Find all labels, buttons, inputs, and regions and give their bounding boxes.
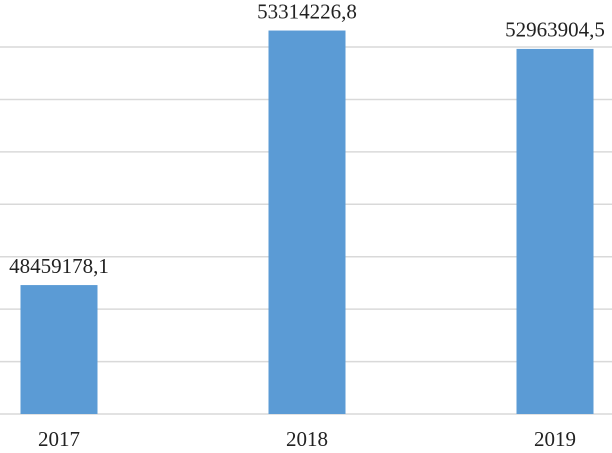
bar [268,30,346,415]
x-tick-label: 2017 [38,427,80,451]
bar [20,285,98,414]
bar [516,48,594,414]
x-tick-label: 2019 [534,427,576,451]
x-tick-label: 2018 [286,427,328,451]
data-label: 48459178,1 [9,254,109,278]
data-label: 52963904,5 [505,18,605,42]
data-label: 53314226,8 [257,0,357,23]
